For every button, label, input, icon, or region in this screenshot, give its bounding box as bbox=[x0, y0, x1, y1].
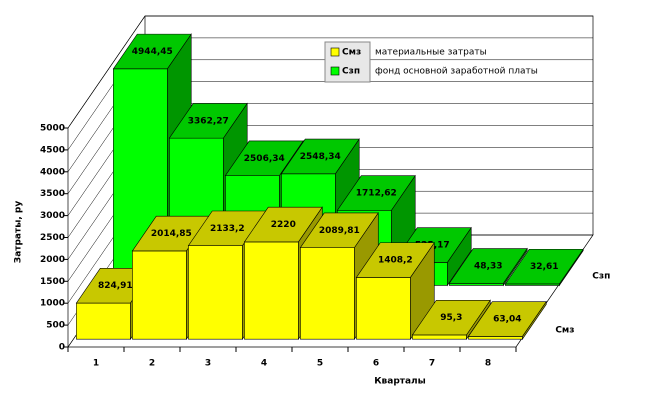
value-label: 2133,2 bbox=[210, 224, 245, 234]
legend-label: Сзп bbox=[342, 67, 360, 77]
legend-swatch bbox=[330, 66, 340, 76]
y-tick-label: 3000 bbox=[40, 211, 65, 221]
value-label: 1408,2 bbox=[378, 256, 413, 266]
value-label: 32,61 bbox=[530, 262, 558, 272]
legend-swatch bbox=[330, 47, 340, 57]
grid-line bbox=[67, 15, 593, 129]
x-tick-label: 8 bbox=[485, 359, 491, 369]
bar-top bbox=[448, 248, 528, 284]
bar-front bbox=[76, 302, 131, 340]
value-label: 2014,85 bbox=[151, 229, 192, 239]
x-axis-title: Кварталы bbox=[374, 377, 426, 387]
bar bbox=[504, 248, 584, 287]
bar-front bbox=[356, 277, 411, 340]
bar-top bbox=[336, 175, 416, 211]
bar bbox=[411, 299, 491, 341]
value-label: 2220 bbox=[271, 220, 296, 230]
bar-front bbox=[244, 241, 299, 340]
y-tick-label: 500 bbox=[46, 321, 65, 331]
value-label: 2548,34 bbox=[300, 152, 341, 162]
value-label: 1712,62 bbox=[356, 189, 397, 199]
bar bbox=[355, 241, 435, 341]
depth-label: Смз bbox=[555, 325, 574, 335]
depth-label: Сзп bbox=[592, 272, 610, 282]
bar-front bbox=[468, 336, 523, 340]
legend-box bbox=[324, 41, 371, 83]
y-tick-label: 2000 bbox=[40, 255, 65, 265]
bar-top bbox=[467, 301, 547, 337]
bar-front bbox=[449, 282, 504, 286]
bar-top bbox=[243, 206, 323, 243]
bar-top bbox=[112, 33, 192, 70]
x-tick-label: 4 bbox=[261, 359, 267, 369]
y-tick-label: 0 bbox=[59, 343, 65, 353]
bar-top bbox=[504, 248, 584, 285]
bar-top bbox=[355, 242, 435, 278]
value-label: 4944,45 bbox=[132, 47, 173, 57]
bar-front bbox=[300, 247, 355, 340]
x-tick-label: 3 bbox=[205, 359, 211, 369]
y-tick-label: 5000 bbox=[40, 124, 65, 134]
value-label: 2089,81 bbox=[319, 226, 360, 236]
bar-top bbox=[168, 103, 248, 139]
bar-front bbox=[412, 334, 467, 340]
bar-top bbox=[299, 212, 379, 248]
legend-label: Смз bbox=[342, 48, 361, 58]
y-axis-title: Затраты, ру bbox=[14, 201, 24, 264]
x-tick-label: 1 bbox=[93, 359, 99, 369]
bar-front bbox=[188, 245, 243, 340]
bar-top bbox=[411, 299, 491, 336]
y-tick-label: 1500 bbox=[40, 277, 65, 287]
bar-front bbox=[132, 250, 187, 340]
legend-description: материальные затраты bbox=[375, 48, 487, 58]
x-tick-label: 6 bbox=[373, 359, 379, 369]
y-tick-label: 3500 bbox=[40, 189, 65, 199]
x-tick-label: 7 bbox=[429, 359, 435, 369]
value-label: 95,3 bbox=[440, 313, 462, 323]
y-tick-label: 4500 bbox=[40, 145, 65, 155]
bar-top bbox=[280, 138, 360, 175]
y-tick-label: 1000 bbox=[40, 299, 65, 309]
bar bbox=[467, 300, 547, 341]
x-tick-label: 5 bbox=[317, 359, 323, 369]
y-tick-label: 4000 bbox=[40, 167, 65, 177]
y-tick-label: 2500 bbox=[40, 233, 65, 243]
bar bbox=[448, 247, 528, 287]
value-label: 824,91 bbox=[98, 281, 133, 291]
value-label: 2506,34 bbox=[244, 154, 285, 164]
x-tick-label: 2 bbox=[149, 359, 155, 369]
legend-description: фонд основной заработной платы bbox=[375, 67, 538, 77]
value-label: 3362,27 bbox=[188, 116, 229, 126]
value-label: 48,33 bbox=[474, 261, 502, 271]
bar-top bbox=[224, 140, 304, 176]
value-label: 63,04 bbox=[493, 315, 521, 325]
